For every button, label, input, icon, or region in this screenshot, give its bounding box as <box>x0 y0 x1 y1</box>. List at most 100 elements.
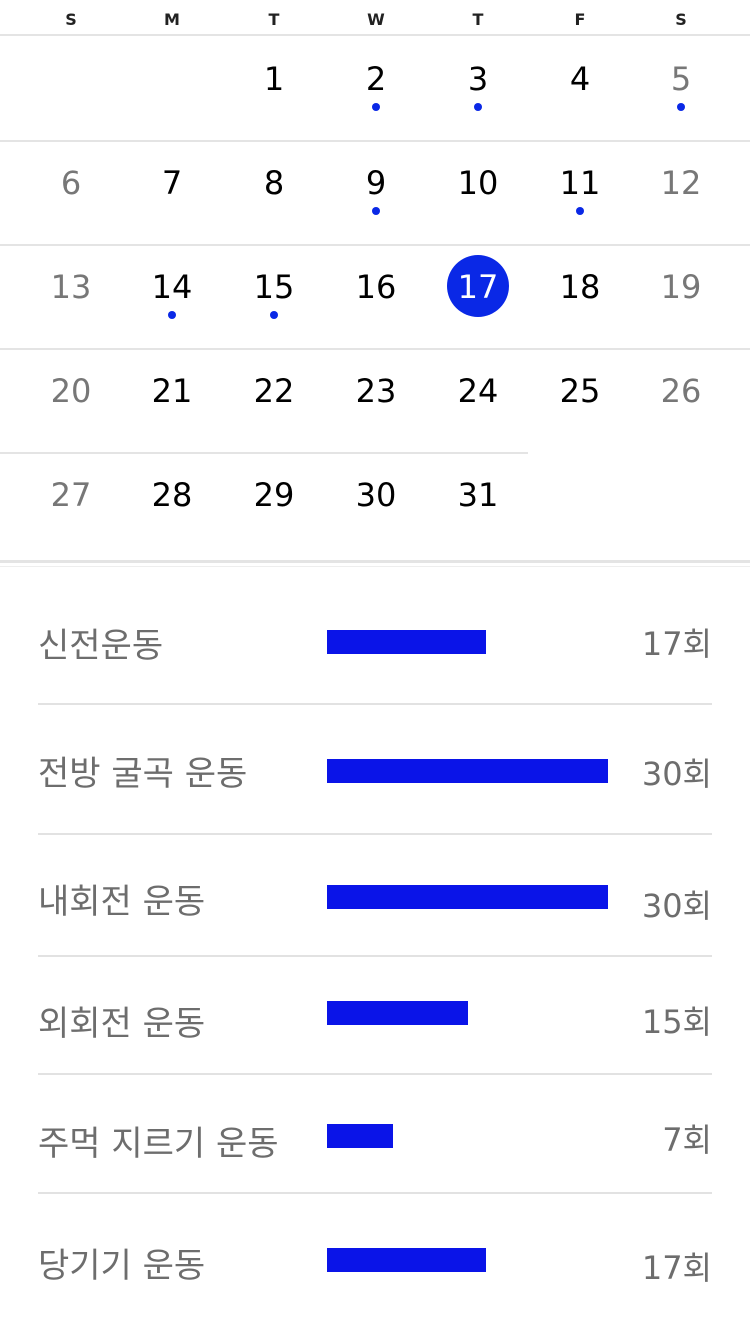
calendar-day-number: 12 <box>660 164 702 202</box>
calendar-day[interactable]: 9 <box>325 141 427 245</box>
activity-dot <box>372 103 380 111</box>
calendar-day-number: 25 <box>559 372 601 410</box>
exercise-stat-row[interactable]: 전방 굴곡 운동 30회 <box>38 705 712 835</box>
calendar-day-number: 29 <box>253 476 295 514</box>
calendar-day[interactable]: 24 <box>427 349 529 453</box>
calendar-day[interactable]: 18 <box>529 245 631 349</box>
calendar-day[interactable]: 13 <box>20 245 122 349</box>
calendar-day[interactable]: 26 <box>630 349 732 453</box>
calendar-day-number: 17 <box>457 268 499 306</box>
calendar-row-divider <box>0 244 750 246</box>
calendar-day-number: 1 <box>263 60 285 98</box>
weekday-sat: S <box>675 10 687 29</box>
activity-dot <box>677 103 685 111</box>
exercise-name: 신전운동 <box>38 626 164 666</box>
exercise-count: 30회 <box>641 887 712 925</box>
calendar-day-number: 5 <box>670 60 692 98</box>
calendar-day-number: 19 <box>660 268 702 306</box>
exercise-stat-row[interactable]: 외회전 운동 15회 <box>38 957 712 1075</box>
exercise-count-bar <box>327 630 486 654</box>
weekday-fri: F <box>574 10 586 29</box>
calendar-day-number: 20 <box>50 372 92 410</box>
exercise-stat-row[interactable]: 당기기 운동 17회 <box>38 1194 712 1324</box>
calendar-day-number: 16 <box>355 268 397 306</box>
exercise-count-bar <box>327 1001 468 1025</box>
calendar-day[interactable]: 8 <box>223 141 325 245</box>
activity-dot <box>576 207 584 215</box>
calendar-day[interactable]: 2 <box>325 37 427 141</box>
calendar-day-number: 15 <box>253 268 295 306</box>
exercise-stat-row[interactable]: 내회전 운동 30회 <box>38 835 712 957</box>
exercise-name: 전방 굴곡 운동 <box>38 754 248 794</box>
calendar-day-number: 31 <box>457 476 499 514</box>
calendar-day-number: 13 <box>50 268 92 306</box>
calendar-day[interactable]: 16 <box>325 245 427 349</box>
calendar-day[interactable]: 1 <box>223 37 325 141</box>
exercise-name: 내회전 운동 <box>38 882 206 922</box>
weekday-tue: T <box>268 10 280 29</box>
calendar-day-number: 22 <box>253 372 295 410</box>
calendar-day-number: 11 <box>559 164 601 202</box>
weekday-thu: T <box>472 10 484 29</box>
exercise-name: 외회전 운동 <box>38 1004 206 1044</box>
exercise-count: 15회 <box>641 1003 712 1041</box>
calendar-day[interactable]: 30 <box>325 453 427 557</box>
exercise-count-bar <box>327 1124 393 1148</box>
calendar-day[interactable]: 23 <box>325 349 427 453</box>
selected-day-indicator <box>447 255 509 317</box>
exercise-count-bar <box>327 759 608 783</box>
calendar-day-number: 7 <box>161 164 183 202</box>
calendar-day-number: 4 <box>569 60 591 98</box>
calendar-day-number: 9 <box>365 164 387 202</box>
calendar-day[interactable]: 31 <box>427 453 529 557</box>
calendar-day[interactable]: 12 <box>630 141 732 245</box>
weekday-header: S M T W T F S <box>0 0 750 36</box>
calendar-day[interactable]: 14 <box>121 245 223 349</box>
weekday-sun: S <box>65 10 77 29</box>
exercise-name: 주먹 지르기 운동 <box>38 1124 279 1164</box>
calendar-day-selected[interactable]: 17 <box>427 245 529 349</box>
calendar-day-number: 21 <box>151 372 193 410</box>
activity-dot <box>372 207 380 215</box>
exercise-name: 당기기 운동 <box>38 1246 206 1286</box>
calendar-day[interactable]: 5 <box>630 37 732 141</box>
calendar-day[interactable]: 20 <box>20 349 122 453</box>
exercise-count-bar <box>327 1248 486 1272</box>
calendar-day-number: 6 <box>60 164 82 202</box>
calendar-day[interactable]: 4 <box>529 37 631 141</box>
calendar-day[interactable]: 10 <box>427 141 529 245</box>
calendar-row-divider <box>0 452 528 454</box>
activity-dot <box>474 103 482 111</box>
calendar-day-number: 14 <box>151 268 193 306</box>
calendar-row-divider <box>0 348 750 350</box>
calendar-day-number: 2 <box>365 60 387 98</box>
exercise-stat-row[interactable]: 주먹 지르기 운동 7회 <box>38 1075 712 1194</box>
calendar-day[interactable]: 15 <box>223 245 325 349</box>
calendar-day-number: 18 <box>559 268 601 306</box>
exercise-stat-row[interactable]: 신전운동 17회 <box>38 575 712 705</box>
exercise-count: 17회 <box>641 1249 712 1287</box>
section-divider <box>0 561 750 567</box>
calendar-day[interactable]: 29 <box>223 453 325 557</box>
calendar-day-number: 23 <box>355 372 397 410</box>
activity-dot <box>168 311 176 319</box>
calendar-day[interactable]: 19 <box>630 245 732 349</box>
calendar-day-number: 27 <box>50 476 92 514</box>
calendar-day[interactable]: 22 <box>223 349 325 453</box>
weekday-mon: M <box>164 10 180 29</box>
calendar-day[interactable]: 11 <box>529 141 631 245</box>
calendar-day[interactable]: 21 <box>121 349 223 453</box>
calendar-day[interactable]: 3 <box>427 37 529 141</box>
calendar-day[interactable]: 27 <box>20 453 122 557</box>
calendar-day[interactable]: 7 <box>121 141 223 245</box>
calendar-day[interactable]: 28 <box>121 453 223 557</box>
calendar-row-divider <box>0 140 750 142</box>
calendar-day-number: 3 <box>467 60 489 98</box>
calendar-day[interactable]: 6 <box>20 141 122 245</box>
activity-dot <box>270 311 278 319</box>
calendar-day-number: 10 <box>457 164 499 202</box>
calendar-day[interactable]: 25 <box>529 349 631 453</box>
exercise-count: 7회 <box>662 1121 712 1159</box>
calendar-day-number: 26 <box>660 372 702 410</box>
calendar-day-number: 24 <box>457 372 499 410</box>
